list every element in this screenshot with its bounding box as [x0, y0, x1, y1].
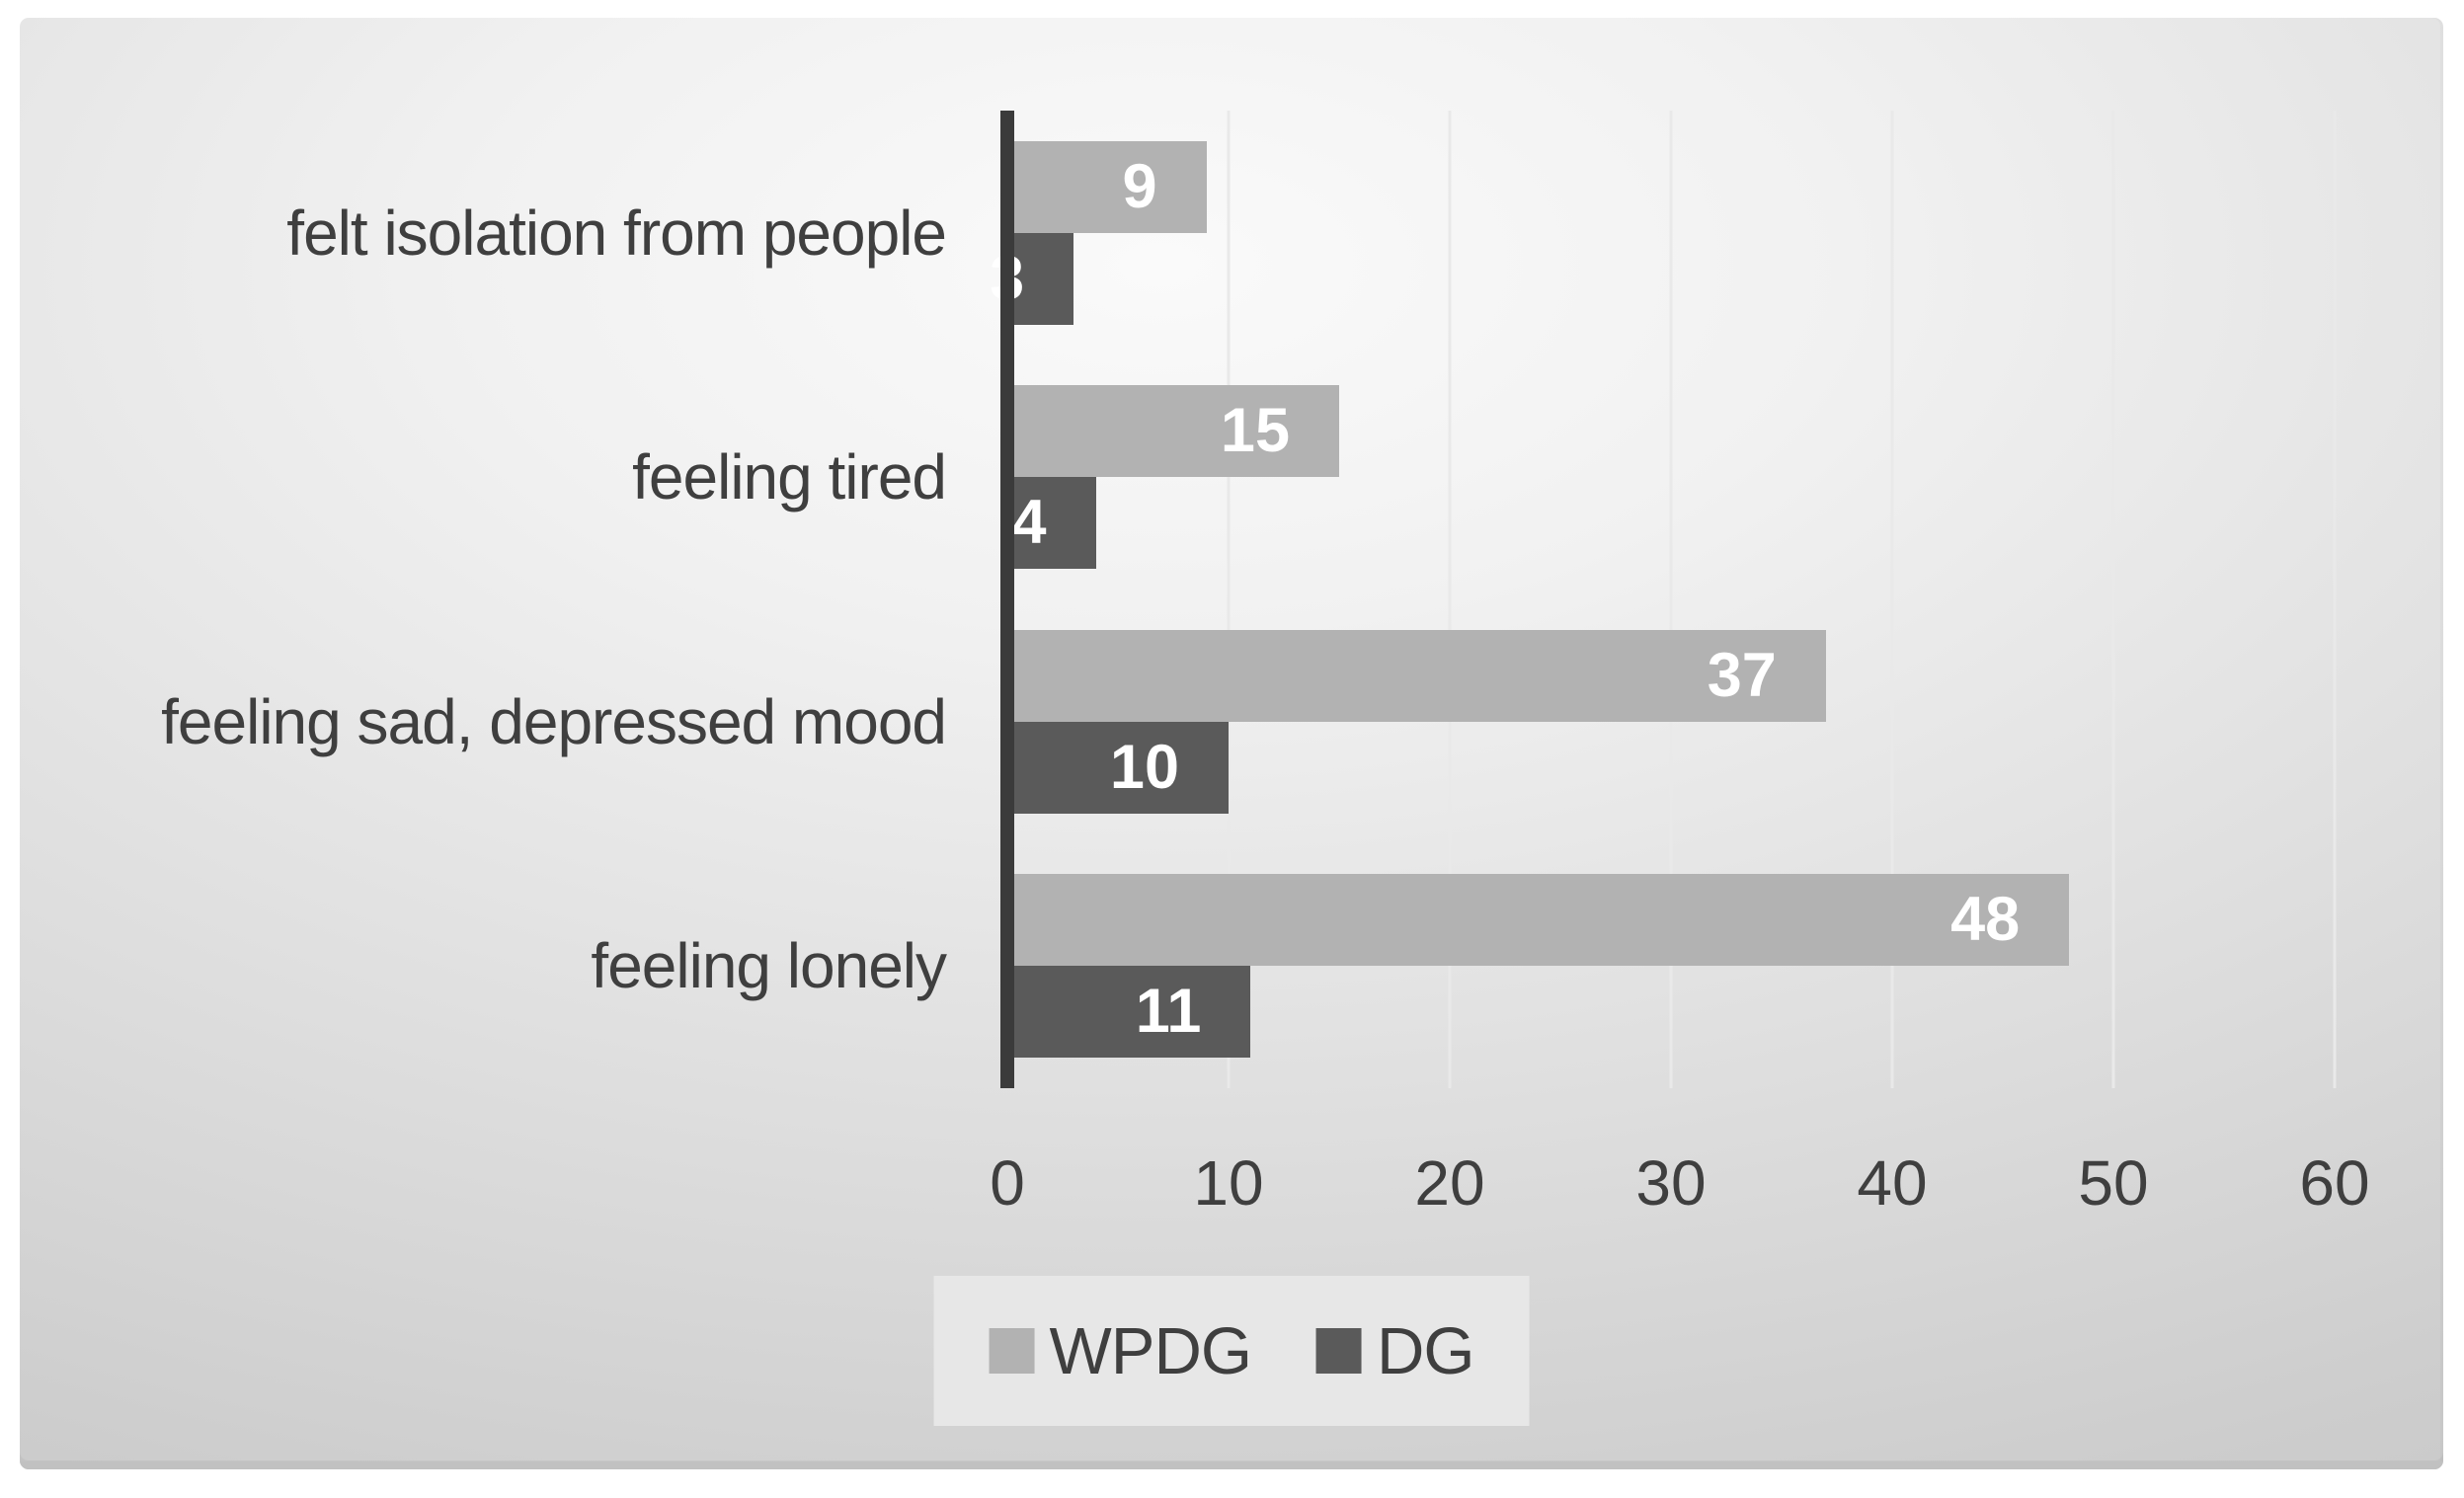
- bar-value-label: 15: [1220, 396, 1290, 466]
- legend-label: DG: [1376, 1313, 1474, 1388]
- x-tick-label-60: 60: [2299, 1147, 2370, 1219]
- x-axis-ticks: 0 10 20 30 40 50 60: [990, 1147, 2369, 1227]
- bar-wpdg: 9: [1007, 140, 1207, 233]
- gridline-10: [1227, 111, 1231, 1088]
- y-axis-line: [1000, 111, 1014, 1088]
- category-label: felt isolation from people: [286, 197, 947, 269]
- legend-label: WPDG: [1049, 1313, 1252, 1388]
- bar-dg: 4: [1007, 477, 1096, 570]
- x-tick-label-40: 40: [1857, 1147, 1928, 1219]
- legend-swatch-dg: [1315, 1328, 1362, 1374]
- category-label: feeling sad, depressed mood: [161, 685, 947, 757]
- legend-item-dg: DG: [1315, 1313, 1474, 1389]
- x-tick-label-30: 30: [1635, 1147, 1707, 1219]
- x-tick-label-10: 10: [1193, 1147, 1264, 1219]
- bar-value-label: 48: [1950, 885, 2021, 955]
- bar-wpdg: 48: [1007, 874, 2070, 967]
- gridline-50: [2111, 111, 2115, 1088]
- bar-value-label: 4: [1011, 488, 1047, 558]
- x-tick-label-20: 20: [1414, 1147, 1485, 1219]
- bar-value-label: 37: [1707, 640, 1777, 710]
- bar-dg: 11: [1007, 966, 1251, 1059]
- gridline-20: [1448, 111, 1452, 1088]
- bar-dg: 10: [1007, 721, 1229, 814]
- gridline-30: [1669, 111, 1673, 1088]
- category-row-4: feeling lonely 48 11: [591, 844, 2335, 1089]
- category-row-1: felt isolation from people 93: [286, 111, 2335, 355]
- legend-swatch-wpdg: [989, 1328, 1035, 1374]
- category-row-3: feeling sad, depressed mood 37 10: [161, 599, 2335, 844]
- gridline-60: [2333, 111, 2337, 1088]
- legend-item-wpdg: WPDG: [989, 1313, 1252, 1389]
- bar-value-label: 10: [1109, 732, 1179, 802]
- bar-dg: 3: [990, 232, 1074, 325]
- gridline-40: [1890, 111, 1894, 1088]
- category-label: feeling lonely: [591, 930, 947, 1002]
- plot-area: felt isolation from people 93 feeling tire…: [161, 111, 2337, 1089]
- bar-value-label: 11: [1135, 977, 1202, 1047]
- panel-bottom-edge: [20, 1461, 2443, 1469]
- x-tick-label-0: 0: [990, 1147, 1025, 1219]
- x-tick-label-50: 50: [2078, 1147, 2149, 1219]
- chart-legend: WPDG DG: [933, 1276, 1530, 1426]
- chart-panel: felt isolation from people 93 feeling tire…: [20, 18, 2443, 1469]
- category-row-2: feeling tired 15 4: [632, 355, 2335, 600]
- category-label: feeling tired: [632, 441, 947, 513]
- bar-wpdg: 15: [1007, 385, 1339, 478]
- bar-value-label: 9: [1122, 151, 1157, 221]
- bar-wpdg: 37: [1007, 629, 1826, 722]
